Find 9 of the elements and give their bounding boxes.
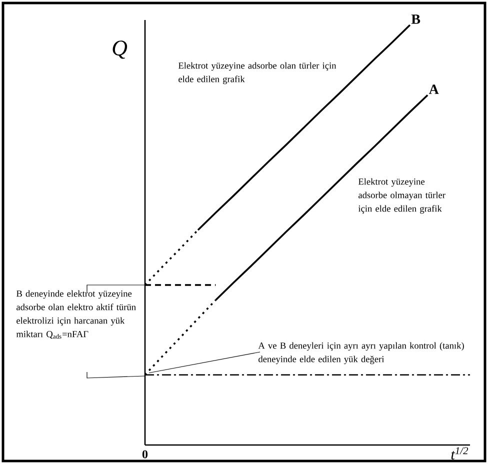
annotation: Elektrot yüzeyine adsorbe olan türler için elde edilen grafik [178, 62, 336, 84]
y-axis-title: Q [112, 40, 128, 59]
x-axis-title: t$^{1/2}$ [451, 447, 468, 460]
text: B deneyinde elektrot yüzeyine adsorbe olan elektro aktif türün elektrolizi için harcanan yük miktarı Q$_{ads}$=nFAΓ [16, 290, 136, 339]
series-label: A [428, 84, 439, 94]
annotation: A ve B deneyleri için ayrı ayrı yapılan kontrol (tanık) deneyinde elde edilen yük değeri [258, 342, 464, 364]
annotation: Elektrot yüzeyine adsorbe olmayan türler için elde edilen grafik [358, 178, 446, 214]
series-label: B [411, 14, 420, 24]
text: 0 [142, 450, 148, 458]
